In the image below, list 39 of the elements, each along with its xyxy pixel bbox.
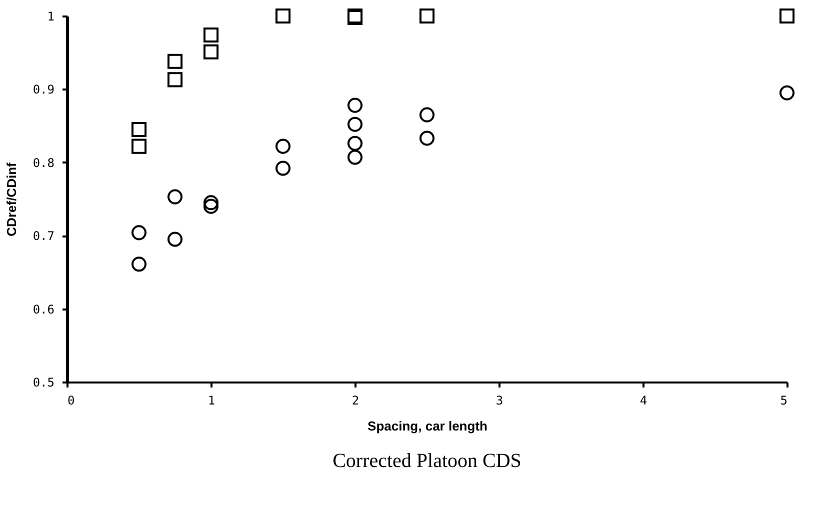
point: [419, 8, 435, 24]
text: Corrected Platoon CDS: [332, 450, 522, 472]
y-tick-label: 0.9: [32, 82, 54, 97]
x-axis-title: Spacing, car length: [368, 418, 488, 434]
y-tick-label: 0.6: [32, 302, 54, 316]
point: [203, 28, 219, 43]
y-axis-title: CDref/CDinf: [4, 162, 19, 236]
point: [347, 98, 363, 113]
x-tick-label: 0: [68, 394, 75, 408]
point: [419, 107, 435, 122]
x-tick-label: 2: [352, 394, 360, 408]
point: [167, 72, 183, 88]
point: [203, 195, 219, 210]
point: [167, 232, 183, 247]
y-tick-label: 0.7: [32, 229, 54, 244]
point: [347, 150, 363, 165]
point: [131, 225, 147, 240]
point: [275, 138, 291, 154]
x-tick-label: 1: [208, 394, 216, 408]
point: [275, 8, 291, 24]
point: [779, 85, 795, 100]
point: [131, 122, 147, 137]
y-tick-label: 0.5: [32, 376, 54, 390]
x-tick-label: 4: [640, 394, 648, 408]
point: [347, 136, 363, 151]
point: [167, 54, 183, 69]
point: [347, 116, 363, 132]
point: [779, 8, 795, 24]
point: [203, 44, 219, 60]
point: [419, 130, 435, 146]
point: [203, 198, 219, 214]
point: [131, 256, 147, 272]
point: [275, 160, 291, 176]
y-tick-label: 0.8: [32, 156, 54, 170]
point: [167, 189, 183, 204]
y-tick-label: 1: [47, 10, 54, 24]
x-tick-label: 3: [496, 394, 504, 408]
point: [131, 138, 147, 154]
x-tick-label: 5: [780, 394, 788, 408]
